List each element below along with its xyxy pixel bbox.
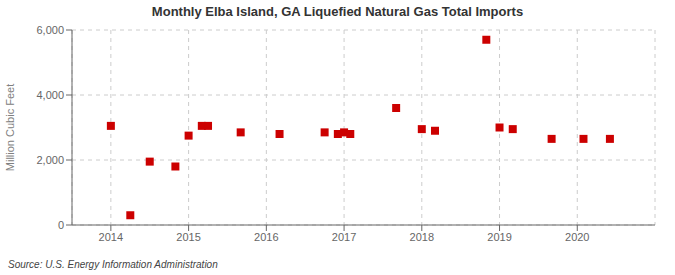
- svg-text:2,000: 2,000: [36, 154, 64, 166]
- svg-text:2018: 2018: [410, 231, 434, 243]
- svg-text:2020: 2020: [565, 231, 589, 243]
- svg-text:2016: 2016: [254, 231, 278, 243]
- html-text:Source: U.S. Energy Informatio: Source: U.S. Energy Information Administ…: [8, 259, 218, 270]
- svg-text:4,000: 4,000: [36, 89, 64, 101]
- svg-text:Million Cubic Feet: Million Cubic Feet: [8, 84, 16, 171]
- svg-text:2017: 2017: [332, 231, 356, 243]
- svg-text:2014: 2014: [99, 231, 123, 243]
- svg-text:6,000: 6,000: [36, 24, 64, 36]
- svg-text:2015: 2015: [176, 231, 200, 243]
- html-text:Monthly Elba Island, GA Liquef: Monthly Elba Island, GA Liquefied Natura…: [151, 4, 524, 19]
- svg-text:0: 0: [58, 219, 64, 231]
- svg-text:2019: 2019: [487, 231, 511, 243]
